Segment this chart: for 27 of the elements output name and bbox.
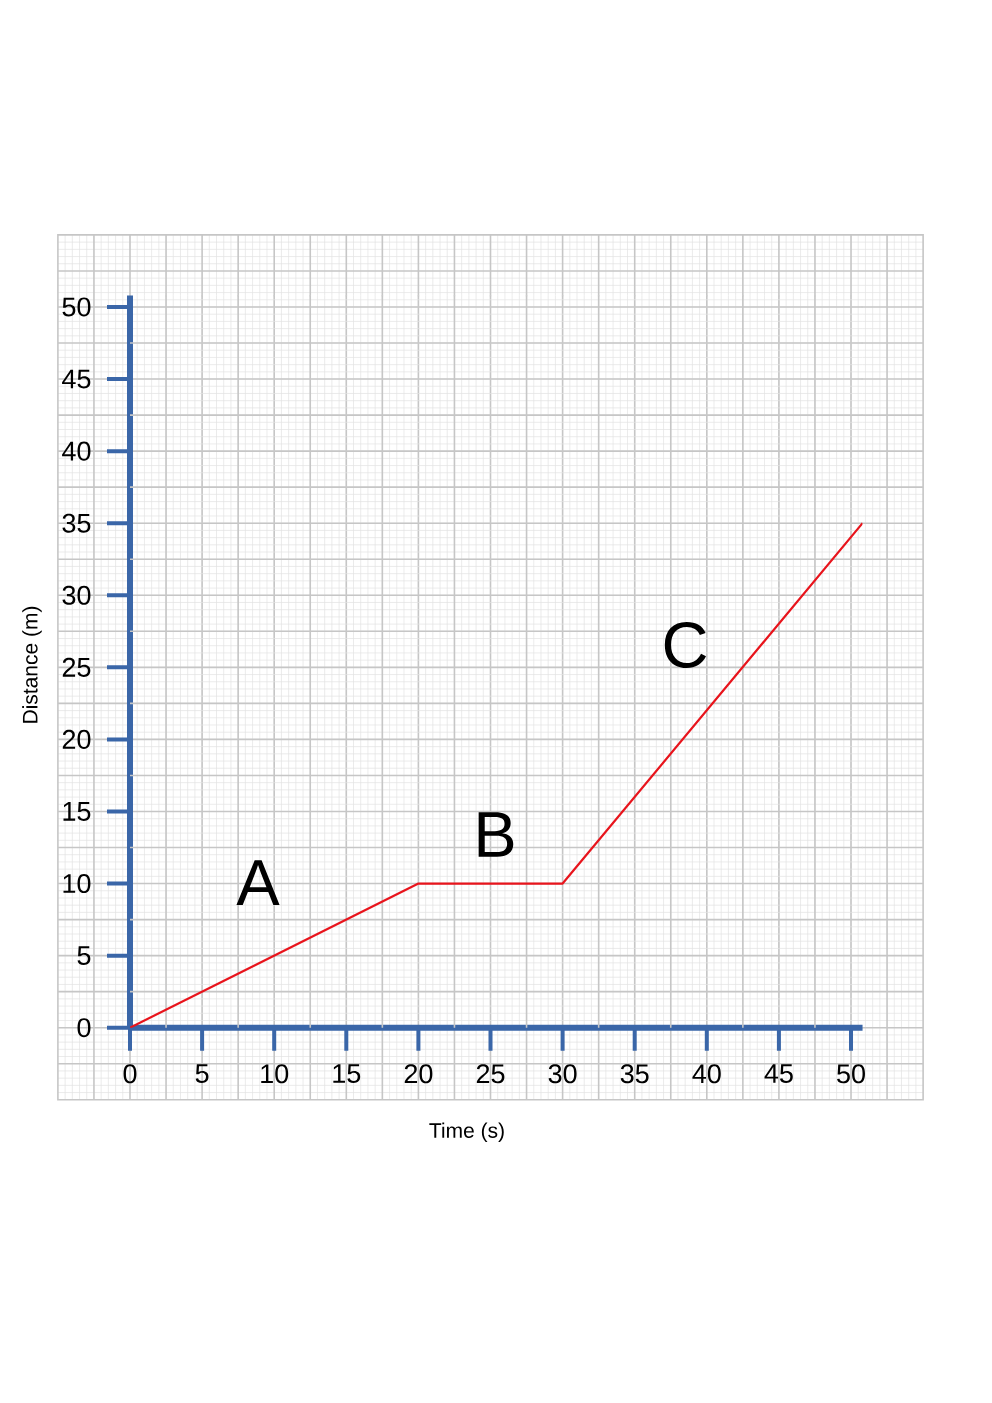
y-tick-label: 5 (77, 946, 91, 966)
y-tick-label: 40 (62, 441, 91, 461)
x-tick-label: 50 (837, 1064, 865, 1084)
y-tick-label: 20 (62, 729, 91, 749)
x-tick-label: 5 (195, 1064, 209, 1084)
x-axis-title: Time (s) (429, 1122, 504, 1143)
y-tick-label: 25 (62, 657, 91, 677)
y-tick-label: 45 (62, 369, 91, 389)
y-tick-label: 35 (62, 513, 91, 533)
y-tick-label: 50 (62, 297, 91, 317)
annotation: B (478, 812, 514, 857)
x-tick-label: 30 (548, 1064, 577, 1084)
x-tick-label: 20 (404, 1064, 433, 1084)
x-tick-label: 45 (764, 1064, 793, 1084)
annotation: A (236, 860, 280, 906)
y-tick-label: 15 (63, 802, 91, 821)
y-tick-label: 0 (77, 1018, 91, 1038)
x-tick-label: 40 (692, 1064, 721, 1084)
y-tick-label: 10 (63, 873, 91, 894)
y-axis-title: Distance (m) (22, 606, 42, 723)
x-tick-label: 15 (333, 1064, 361, 1084)
x-tick-label: 10 (261, 1064, 289, 1084)
x-tick-label: 25 (476, 1064, 505, 1084)
x-tick-label: 0 (123, 1064, 137, 1084)
x-tick-label: 35 (620, 1064, 649, 1084)
annotation: C (664, 621, 706, 669)
y-tick-label: 30 (62, 585, 91, 605)
